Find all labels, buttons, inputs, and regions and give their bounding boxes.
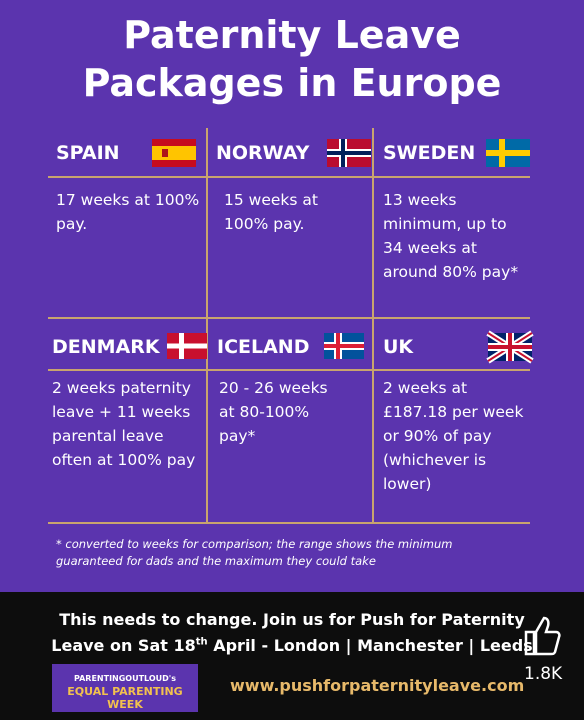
banner-text: Leave on Sat 18	[51, 636, 196, 655]
grid-line	[48, 317, 530, 319]
country-text: 20 - 26 weeks at 80-100% pay*	[219, 379, 328, 445]
flag-spain	[152, 139, 196, 167]
country-name: UK	[383, 336, 414, 358]
country-name: SPAIN	[56, 142, 120, 164]
grid-line	[48, 176, 530, 178]
logo: PARENTINGOUTLOUD's EQUAL PARENTING WEEK	[52, 664, 198, 712]
banner-text: April - London | Manchester | Leeds	[207, 636, 533, 655]
country-text: 13 weeks minimum, up to 34 weeks at arou…	[383, 191, 519, 281]
logo-top: PARENTINGOUTLOUD's	[73, 674, 177, 683]
like-count[interactable]: 1.8K	[524, 664, 563, 684]
logo-bottom: EQUAL PARENTING WEEK	[67, 685, 183, 711]
flag-iceland	[324, 333, 364, 359]
flags	[152, 139, 534, 364]
title-line: Paternity Leave	[123, 13, 461, 57]
country-text: 15 weeks at 100% pay.	[224, 191, 318, 233]
flag-uk	[486, 330, 534, 364]
country-name: ICELAND	[217, 336, 310, 358]
banner: This needs to change. Join us for Push f…	[0, 592, 584, 720]
grid-line	[206, 128, 208, 524]
footnote: * converted to weeks for comparison; the…	[56, 537, 453, 568]
country-name: NORWAY	[216, 142, 310, 164]
grid-line	[48, 369, 530, 371]
grid-line	[372, 128, 374, 524]
grid-line	[48, 522, 530, 524]
banner-line: Leave on Sat 18th April - London | Manch…	[0, 636, 584, 655]
banner-sup: th	[195, 636, 208, 648]
country-text: 2 weeks at £187.18 per week or 90% of pa…	[383, 379, 524, 493]
banner-line: This needs to change. Join us for Push f…	[59, 610, 525, 629]
like-icon[interactable]	[522, 614, 562, 658]
country-name: DENMARK	[52, 336, 160, 358]
flag-denmark	[167, 333, 207, 359]
country-text: 17 weeks at 100% pay.	[56, 191, 200, 233]
country-text: 2 weeks paternity leave + 11 weeks paren…	[52, 379, 196, 469]
flag-sweden	[486, 139, 530, 167]
url: www.pushforpaternityleave.com	[230, 676, 525, 695]
flag-norway	[327, 139, 371, 167]
title-line: Packages in Europe	[82, 61, 502, 105]
country-name: SWEDEN	[383, 142, 476, 164]
